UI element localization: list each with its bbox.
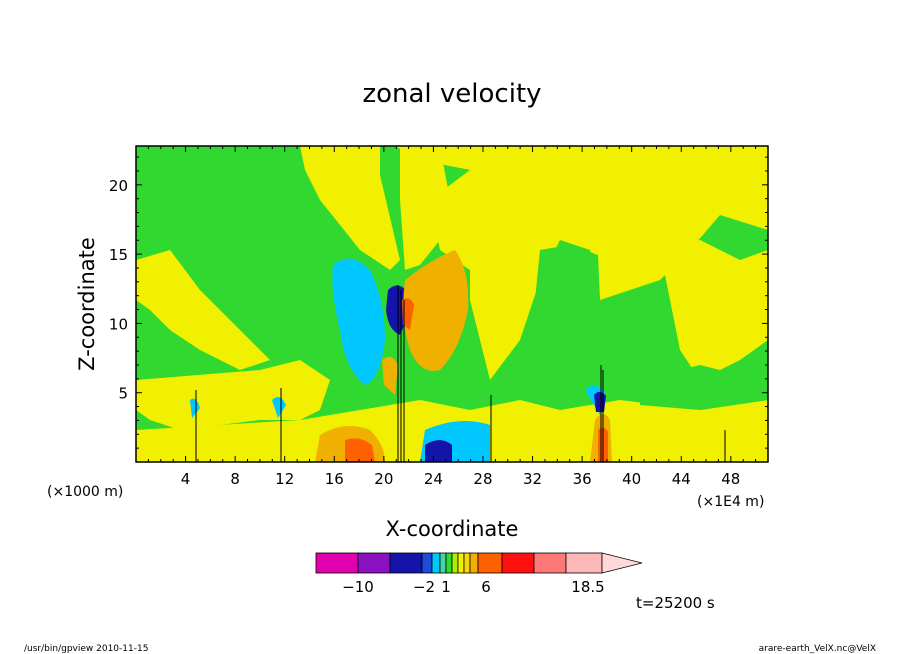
colorbar-segment — [451, 552, 459, 574]
footer-right: arare-earth_VelX.nc@VelX — [759, 644, 876, 654]
contour-band — [272, 396, 286, 418]
x-tick-label: 32 — [523, 470, 542, 488]
contour-band — [660, 240, 768, 380]
colorbar-segment — [315, 552, 359, 574]
colorbar-tick-label: −10 — [342, 578, 374, 596]
x-tick-label: 16 — [325, 470, 344, 488]
y-tick-label: 15 — [109, 246, 128, 264]
contour-band — [530, 245, 620, 400]
colorbar-segment — [477, 552, 503, 574]
colorbar-segment — [439, 552, 447, 574]
contour-band — [190, 398, 200, 418]
x-tick-label: 8 — [230, 470, 240, 488]
x-tick-label: 24 — [424, 470, 443, 488]
colorbar-segment — [431, 552, 441, 574]
contour-band — [425, 440, 452, 462]
colorbar-segment — [421, 552, 433, 574]
x-tick-label: 44 — [672, 470, 691, 488]
colorbar-segment — [533, 552, 567, 574]
colorbar-tick-label: 18.5 — [571, 578, 604, 596]
contour-band — [640, 365, 768, 410]
y-tick-label: 10 — [109, 315, 128, 333]
contour-band — [345, 438, 375, 462]
colorbar — [315, 552, 643, 574]
plot-frame — [135, 145, 769, 463]
colorbar-tick-labels: −10 −2 1 6 18.5 — [342, 578, 605, 596]
x-tick-label: 4 — [181, 470, 191, 488]
y-axis-label: Z-coordinate — [75, 237, 99, 371]
colorbar-segment — [445, 552, 453, 574]
x-tick-label: 28 — [473, 470, 492, 488]
colorbar-tick-label: 1 — [441, 578, 451, 596]
contour-band — [594, 391, 606, 412]
colorbar-tick-label: 6 — [481, 578, 491, 596]
contour-band — [395, 146, 768, 380]
colorbar-segment — [357, 552, 391, 574]
x-tick-label: 20 — [374, 470, 393, 488]
colorbar-arrow — [601, 552, 643, 574]
colorbar-tick-label: −2 — [413, 578, 435, 596]
chart-title: zonal velocity — [362, 79, 541, 109]
contour-band — [332, 258, 385, 385]
x-tick-label: 12 — [275, 470, 294, 488]
colorbar-segment — [389, 552, 423, 574]
x-axis: 4 8 12 16 20 24 28 32 36 40 44 48 — [147, 146, 757, 488]
contour-band — [300, 146, 400, 270]
x-tick-label: 48 — [721, 470, 740, 488]
contour-band — [382, 356, 398, 395]
x-axis-label: X-coordinate — [386, 517, 519, 541]
footer-left: /usr/bin/gpview 2010-11-15 — [24, 644, 148, 654]
x-tick-label: 40 — [622, 470, 641, 488]
colorbar-segment — [457, 552, 465, 574]
time-label: t=25200 s — [636, 594, 715, 612]
colorbar-segment — [565, 552, 603, 574]
y-axis: 5 10 15 20 — [109, 156, 768, 449]
colorbar-segment — [463, 552, 471, 574]
contour-band — [400, 146, 450, 270]
x-tick-label: 36 — [573, 470, 592, 488]
contour-band — [403, 250, 469, 371]
x-unit-left: (×1000 m) — [47, 484, 123, 500]
colorbar-segment — [469, 552, 479, 574]
contour-field — [136, 146, 768, 462]
y-tick-label: 20 — [109, 177, 128, 195]
x-unit-right: (×1E4 m) — [697, 494, 764, 510]
contour-band — [402, 298, 414, 330]
contour-band — [136, 250, 270, 370]
contour-lines — [195, 285, 726, 462]
y-tick-label: 5 — [118, 385, 128, 403]
contour-band — [386, 285, 409, 335]
colorbar-segment — [501, 552, 535, 574]
